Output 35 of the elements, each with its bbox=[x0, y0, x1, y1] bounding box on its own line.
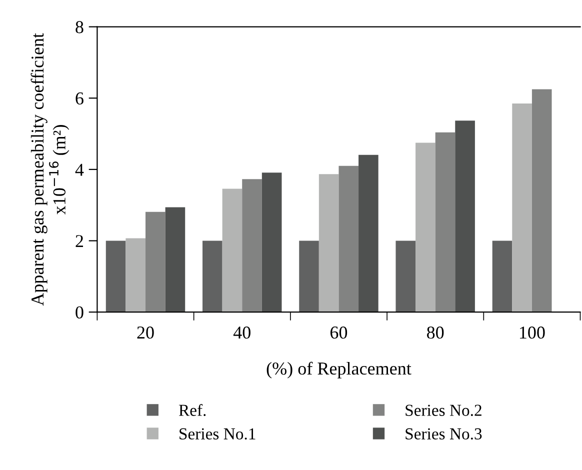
y-tick-label: 8 bbox=[76, 21, 84, 34]
legend-label: Ref. bbox=[178, 404, 206, 416]
legend-label: Series No.1 bbox=[180, 428, 256, 440]
x-axis-title: (%) of Replacement bbox=[266, 362, 412, 378]
bar bbox=[262, 172, 282, 312]
bar bbox=[338, 166, 359, 312]
bar bbox=[299, 240, 319, 312]
bar bbox=[202, 240, 222, 312]
y-tick-label: 2 bbox=[76, 235, 84, 248]
bar bbox=[435, 132, 456, 312]
bar bbox=[242, 179, 262, 312]
bar bbox=[318, 174, 339, 312]
y-axis-title: Apparent gas permeability coefficient x10$^{−16}$ (m²) bbox=[30, 33, 70, 306]
legend-label: Series No.2 bbox=[406, 404, 482, 416]
bar bbox=[396, 240, 416, 312]
x-tick-label: 60 bbox=[330, 326, 348, 339]
bar bbox=[455, 120, 475, 312]
bar bbox=[126, 238, 146, 312]
bar bbox=[165, 207, 186, 312]
bar bbox=[532, 89, 552, 312]
y-tick-label: 4 bbox=[75, 164, 84, 176]
bar bbox=[106, 240, 126, 312]
y-tick-label: 6 bbox=[76, 92, 84, 105]
bar bbox=[492, 240, 512, 312]
x-tick-label: 80 bbox=[426, 326, 444, 339]
legend-label: Series No.3 bbox=[406, 428, 482, 440]
y-tick-label: 0 bbox=[76, 306, 84, 319]
x-tick-label: 40 bbox=[233, 326, 250, 339]
bar bbox=[416, 142, 436, 312]
bar bbox=[512, 103, 532, 312]
bar bbox=[146, 212, 166, 312]
bar bbox=[222, 188, 242, 312]
x-tick-label: 20 bbox=[137, 326, 154, 339]
x-tick-label: 100 bbox=[520, 326, 545, 339]
bar bbox=[358, 154, 378, 312]
